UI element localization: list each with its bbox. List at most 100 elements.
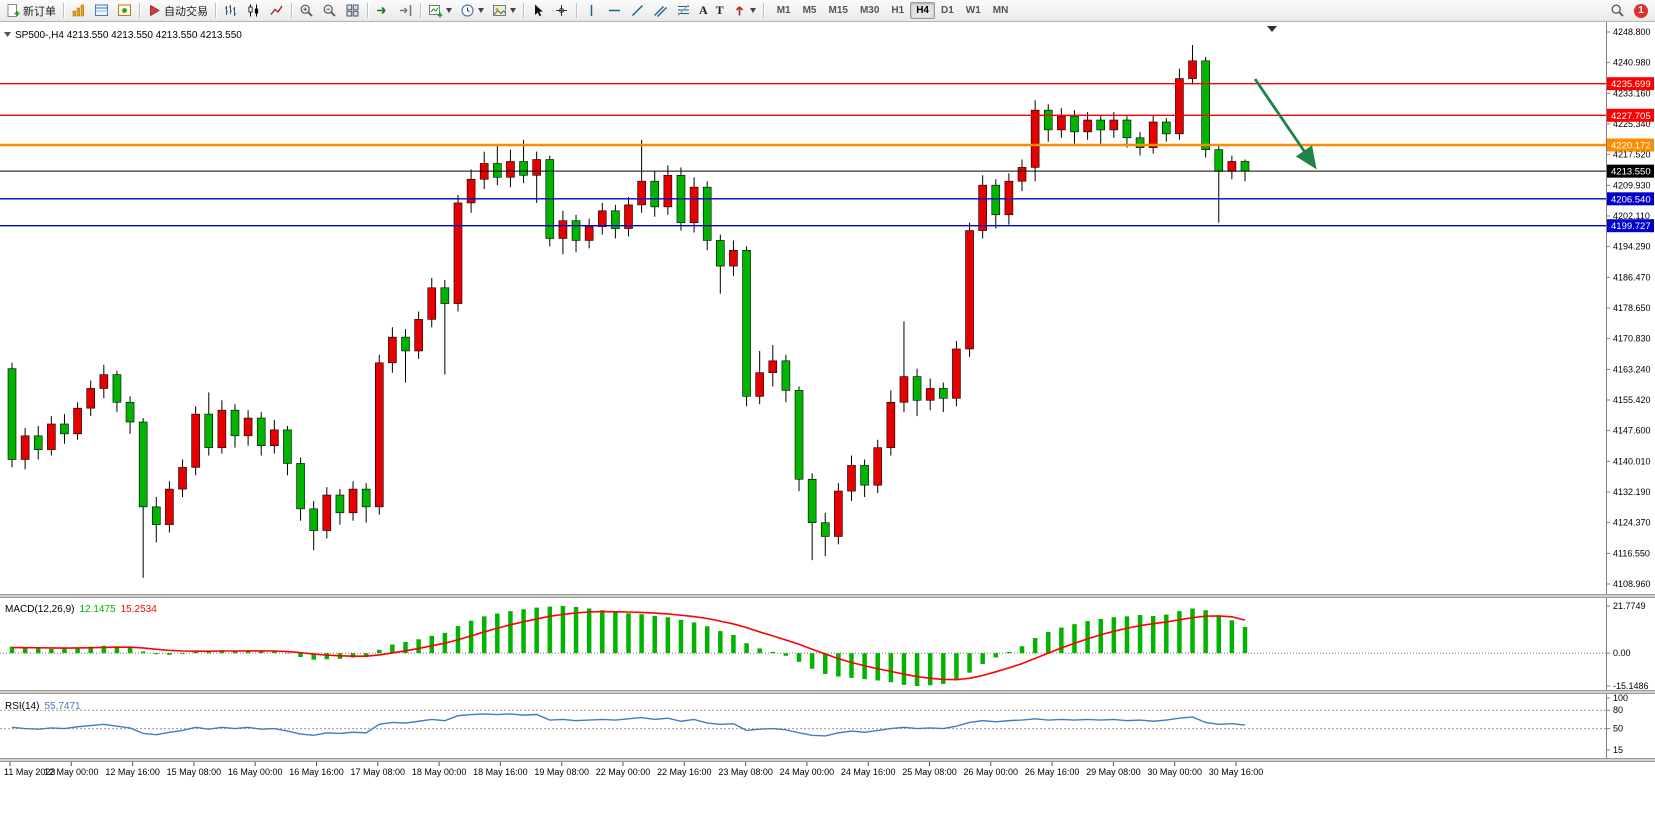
- candle: [624, 197, 633, 237]
- main-toolbar: 新订单 自动交易: [0, 0, 1655, 22]
- arrow-tool-icon: [735, 6, 743, 16]
- price-axis[interactable]: 4248.800 4240.980 4233.160 4225.340 4217.520…: [1606, 27, 1651, 589]
- candle: [374, 354, 384, 515]
- chart-canvas[interactable]: 4248.800 4240.980 4233.160 4225.340 4217.520…: [0, 22, 1655, 828]
- price-axis-label: 4194.290: [1613, 242, 1651, 252]
- svg-text:80: 80: [1613, 705, 1623, 715]
- tile-windows-button[interactable]: [341, 1, 364, 21]
- tile-windows-icon: [346, 4, 359, 17]
- candle: [768, 345, 778, 387]
- arrows-tool-button[interactable]: [728, 1, 760, 21]
- line-chart-button[interactable]: [265, 1, 288, 21]
- auto-scroll-button[interactable]: [371, 1, 394, 21]
- zoom-out-icon: [323, 4, 336, 17]
- candle: [270, 420, 279, 454]
- time-axis-label: 15 May 08:00: [167, 767, 222, 777]
- text-label-tool-button[interactable]: T: [712, 1, 728, 21]
- panel-separator[interactable]: [0, 594, 1655, 598]
- candle: [453, 195, 463, 312]
- timeframe-w1-button[interactable]: W1: [965, 5, 981, 16]
- price-axis-label: 4155.420: [1613, 395, 1651, 405]
- price-axis-label: 4140.010: [1613, 456, 1651, 466]
- trendline-tool-button[interactable]: [626, 1, 649, 21]
- zoom-in-button[interactable]: [295, 1, 318, 21]
- support-line-2-price-tag: 4199.727: [1607, 219, 1654, 233]
- new-order-button[interactable]: 新订单: [2, 1, 60, 21]
- resistance-line-1-price-tag: 4235.699: [1607, 77, 1654, 91]
- channel-tool-button[interactable]: [649, 1, 672, 21]
- time-axis-label: 18 May 00:00: [412, 767, 467, 777]
- macd-panel: 21.7749 0.00 -15.1486 MACD(12,26,9) 12.1475 1…: [0, 601, 1649, 691]
- fibonacci-tool-button[interactable]: [672, 1, 695, 21]
- candle: [191, 406, 200, 476]
- autotrading-label: 自动交易: [164, 5, 208, 18]
- timeframe-h1-button[interactable]: H1: [891, 5, 905, 16]
- cursor-button[interactable]: [527, 1, 550, 21]
- price-axis-label: 4147.600: [1613, 426, 1651, 436]
- notification-badge[interactable]: 1: [1634, 3, 1648, 18]
- candle: [755, 350, 764, 405]
- navigator-button[interactable]: [113, 1, 136, 21]
- svg-text:0.00: 0.00: [1613, 648, 1631, 658]
- text-tool-button[interactable]: A: [695, 1, 712, 21]
- candle: [939, 382, 948, 413]
- zoom-in-icon: [300, 4, 313, 17]
- time-axis-label: 12 May 16:00: [105, 767, 160, 777]
- templates-button[interactable]: [488, 1, 520, 21]
- bar-chart-button[interactable]: [219, 1, 242, 21]
- search-button[interactable]: [1606, 1, 1629, 21]
- candle: [217, 400, 227, 454]
- candle: [1083, 112, 1092, 140]
- timeframe-h4-button[interactable]: H4: [910, 2, 935, 19]
- panel-separator[interactable]: [0, 690, 1655, 694]
- data-window-icon: [95, 4, 108, 16]
- time-axis-label: 23 May 08:00: [718, 767, 773, 777]
- time-axis-label: 19 May 08:00: [534, 767, 589, 777]
- candle: [545, 155, 555, 247]
- timeframe-m1-button[interactable]: M1: [776, 5, 791, 16]
- market-watch-button[interactable]: [67, 1, 90, 21]
- candle: [873, 439, 883, 494]
- time-axis-label: 30 May 16:00: [1209, 767, 1264, 777]
- crosshair-button[interactable]: [550, 1, 573, 21]
- data-window-button[interactable]: [90, 1, 113, 21]
- timeframe-m15-button[interactable]: M15: [828, 5, 848, 16]
- timeframe-d1-button[interactable]: D1: [941, 5, 954, 16]
- candle: [7, 362, 17, 468]
- periods-button[interactable]: [456, 1, 488, 21]
- svg-text:4220.172: 4220.172: [1611, 141, 1651, 152]
- price-axis-label: 4217.520: [1613, 150, 1651, 160]
- price-axis-label: 4108.960: [1613, 579, 1651, 589]
- down-trend-arrow-annotation[interactable]: [1253, 78, 1317, 170]
- timeframe-m30-button[interactable]: M30: [859, 5, 880, 16]
- panel-separator[interactable]: [0, 758, 1655, 762]
- candle: [256, 412, 266, 456]
- market-watch-icon: [72, 4, 84, 17]
- cursor-icon: [535, 4, 543, 17]
- chart-shift-button[interactable]: [394, 1, 417, 21]
- svg-text:4199.727: 4199.727: [1611, 221, 1651, 232]
- new-chart-button[interactable]: [424, 1, 456, 21]
- price-axis-label: 4178.650: [1613, 303, 1651, 313]
- timeframe-m5-button[interactable]: M5: [802, 5, 817, 16]
- candle: [912, 368, 922, 417]
- horizontal-line-tool-button[interactable]: [603, 1, 626, 21]
- candlestick-chart-button[interactable]: [242, 1, 265, 21]
- bar-chart-icon: [225, 5, 236, 16]
- macd-signal-line: [11, 610, 1246, 681]
- timeframe-mn-button[interactable]: MN: [992, 5, 1009, 16]
- candle: [886, 390, 896, 456]
- zoom-out-button[interactable]: [318, 1, 341, 21]
- price-axis-label: 4225.340: [1613, 119, 1651, 129]
- candle: [532, 151, 541, 203]
- candle: [283, 425, 292, 476]
- toolbar-separator: [367, 3, 368, 18]
- svg-text:-15.1486: -15.1486: [1613, 681, 1649, 691]
- vertical-line-icon: [590, 5, 593, 16]
- time-axis-label: 17 May 08:00: [351, 767, 406, 777]
- autotrading-button[interactable]: 自动交易: [143, 1, 212, 21]
- vertical-line-tool-button[interactable]: [580, 1, 603, 21]
- chart-shift-marker[interactable]: [1267, 26, 1277, 32]
- candle: [558, 210, 568, 255]
